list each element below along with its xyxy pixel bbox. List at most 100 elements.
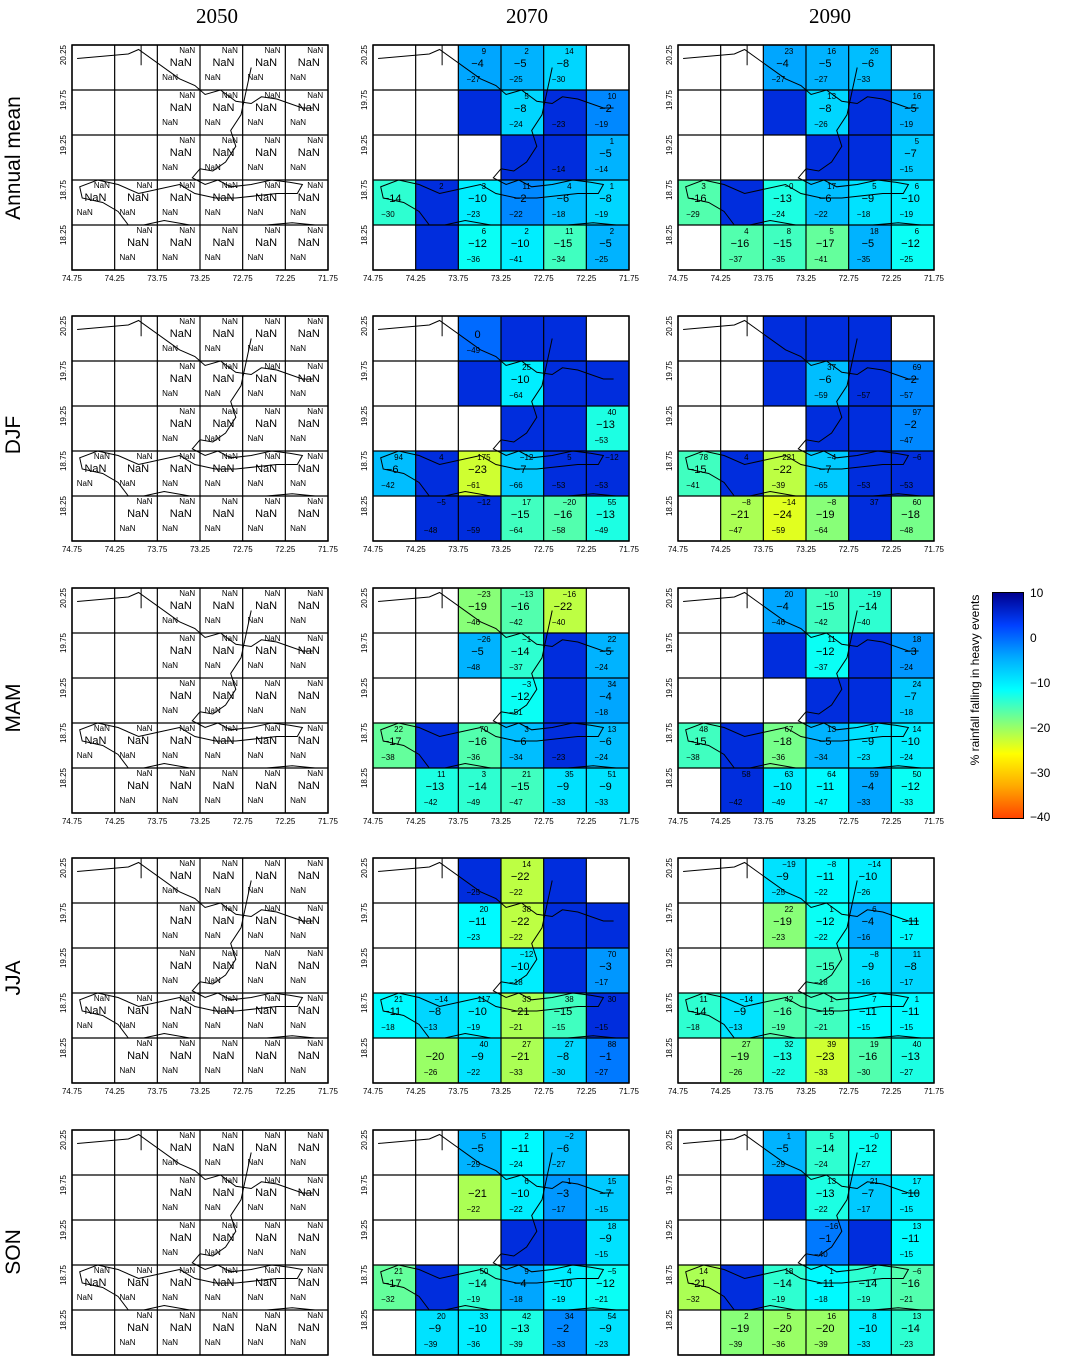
x-tick-label: 72.25 — [881, 274, 902, 283]
x-tick-label: 73.75 — [753, 1087, 774, 1096]
nan-label: NaN — [205, 1158, 221, 1167]
x-tick-label: 74.25 — [406, 545, 427, 554]
nan-label: NaN — [212, 1322, 234, 1334]
grid-cell — [586, 723, 629, 768]
nan-label: NaN — [247, 208, 263, 217]
cell-value-label: −26 — [729, 1068, 743, 1077]
cell-value-label: −15 — [816, 601, 835, 613]
cell-value-label: −38 — [686, 753, 700, 762]
nan-label: NaN — [264, 1176, 280, 1185]
cell-value-label: −12 — [596, 1278, 615, 1290]
x-tick-label: 71.75 — [318, 1087, 339, 1096]
nan-label: NaN — [162, 616, 178, 625]
cell-value-label: 88 — [607, 1040, 616, 1049]
nan-label: NaN — [179, 497, 195, 506]
nan-label: NaN — [222, 181, 238, 190]
cell-value-label: −20 — [773, 1323, 792, 1335]
panel-2090-annual-mean: 23−4−2716−5−2726−6−3313−8−2616−5−195−7−1… — [665, 44, 945, 283]
y-tick-label: 20.25 — [59, 1129, 68, 1150]
nan-label: NaN — [255, 1187, 277, 1199]
cell-value-label: −2 — [599, 103, 612, 115]
grid-cell — [891, 723, 934, 768]
cell-value-label: −10 — [901, 1188, 920, 1200]
nan-label: NaN — [179, 317, 195, 326]
cell-value-label: −15 — [773, 238, 792, 250]
nan-label: NaN — [247, 434, 263, 443]
cell-value-label: −22 — [511, 916, 530, 928]
nan-label: NaN — [222, 904, 238, 913]
nan-label: NaN — [205, 118, 221, 127]
cell-value-label: 70 — [607, 950, 616, 959]
cell-value-label: −22 — [467, 1068, 481, 1077]
cell-value-label: −25 — [467, 888, 481, 897]
nan-label: NaN — [307, 1176, 323, 1185]
cell-value-label: −17 — [816, 238, 835, 250]
coastline — [380, 880, 617, 1039]
cell-value-label: −26 — [424, 1068, 438, 1077]
nan-label: NaN — [290, 1203, 306, 1212]
coastline — [683, 591, 919, 652]
nan-label: NaN — [307, 859, 323, 868]
nan-label: NaN — [94, 1266, 110, 1275]
grid-cell — [720, 451, 764, 496]
y-tick-label: 20.25 — [360, 44, 369, 65]
cell-value-label: −21 — [468, 1188, 487, 1200]
x-tick-label: 73.25 — [190, 545, 211, 554]
cell-value-label: 19 — [870, 1040, 879, 1049]
x-tick-label: 71.75 — [924, 817, 945, 826]
grid-cell — [543, 1310, 587, 1355]
y-tick-label: 18.25 — [360, 1037, 369, 1058]
cell-value-label: 51 — [607, 770, 616, 779]
cell-value-label: −13 — [596, 419, 615, 431]
cell-value-label: −6 — [386, 464, 399, 476]
cell-value-label: −19 — [900, 210, 914, 219]
coastline — [380, 1152, 617, 1311]
cell-value-label: −10 — [859, 1323, 878, 1335]
cell-value-label: 17 — [827, 182, 836, 191]
cell-value-label: 11 — [827, 635, 836, 644]
nan-label: NaN — [222, 769, 238, 778]
coastline — [685, 338, 922, 497]
nan-label: NaN — [162, 344, 178, 353]
nan-label: NaN — [307, 1266, 323, 1275]
cell-value-label: 22 — [607, 635, 616, 644]
nan-label: NaN — [255, 690, 277, 702]
nan-label: NaN — [119, 1338, 135, 1347]
colorbar-label: % rainfall falling in heavy events — [968, 594, 982, 766]
grid-cell — [763, 633, 806, 678]
nan-label: NaN — [298, 57, 320, 69]
y-tick-label: 20.25 — [360, 587, 369, 608]
cell-value-label: 18 — [607, 1222, 616, 1231]
nan-label: NaN — [290, 1158, 306, 1167]
cell-value-label: −35 — [772, 255, 786, 264]
y-tick-label: 20.25 — [665, 857, 674, 878]
coastline — [683, 861, 919, 922]
coastline — [79, 67, 316, 226]
nan-label: NaN — [205, 1203, 221, 1212]
nan-label: NaN — [205, 1066, 221, 1075]
y-tick-label: 19.75 — [360, 89, 369, 110]
cell-value-label: −12 — [901, 781, 920, 793]
cell-value-label: −24 — [595, 663, 609, 672]
grid-cell — [848, 588, 892, 633]
panel-frame — [677, 587, 935, 814]
cell-value-label: −7 — [904, 691, 917, 703]
cell-value-label: −21 — [900, 1295, 914, 1304]
nan-label: NaN — [170, 780, 192, 792]
grid-cell — [586, 678, 629, 723]
nan-label: NaN — [290, 389, 306, 398]
cell-value-label: −5 — [471, 1143, 484, 1155]
nan-label: NaN — [179, 181, 195, 190]
grid-cell — [891, 993, 934, 1038]
nan-label: NaN — [179, 724, 195, 733]
cell-value-label: −13 — [511, 1323, 530, 1335]
grid-cell — [501, 633, 544, 678]
y-tick-label: 20.25 — [360, 857, 369, 878]
nan-label: NaN — [222, 679, 238, 688]
x-tick-label: 72.75 — [233, 817, 254, 826]
nan-label: NaN — [247, 1066, 263, 1075]
nan-label: NaN — [205, 73, 221, 82]
cell-value-label: −5 — [862, 238, 875, 250]
nan-label: NaN — [205, 796, 221, 805]
nan-label: NaN — [179, 589, 195, 598]
